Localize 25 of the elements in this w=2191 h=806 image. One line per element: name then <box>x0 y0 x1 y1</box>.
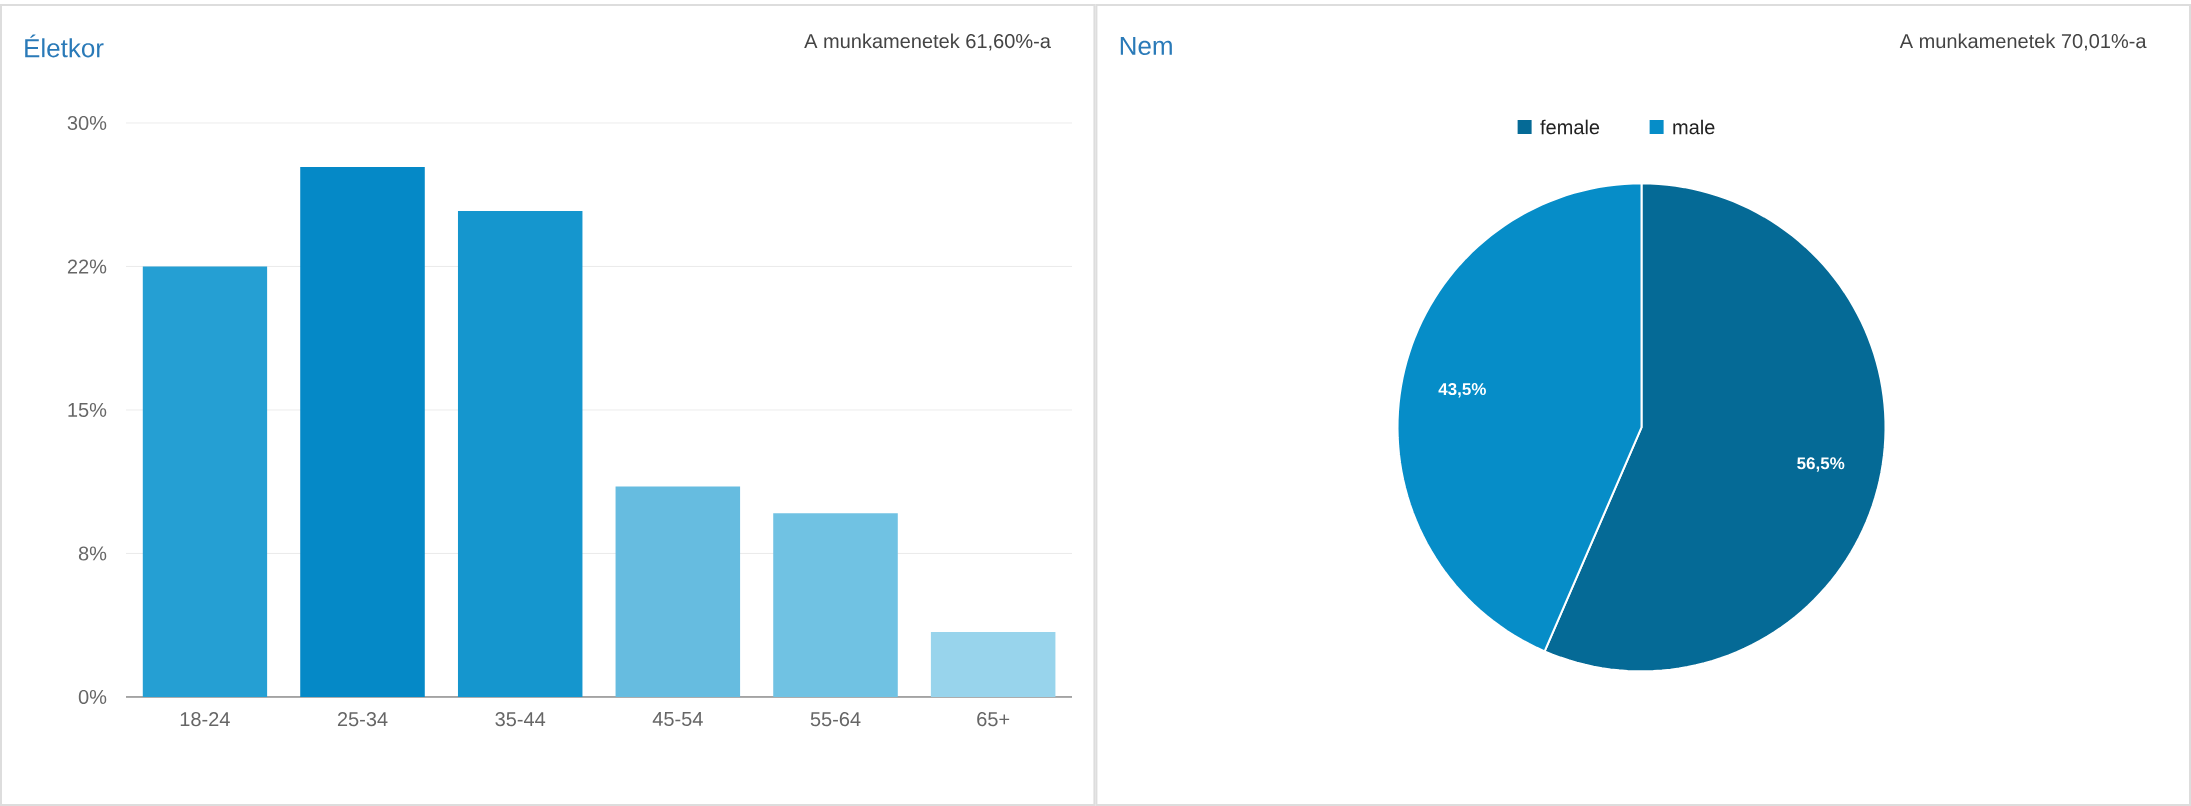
x-tick-label: 35-44 <box>495 712 546 727</box>
y-tick-label: 0% <box>78 689 107 705</box>
x-tick-label: 65+ <box>977 712 1010 727</box>
bar <box>457 211 583 697</box>
bar <box>300 166 425 697</box>
y-tick-label: 30% <box>67 115 107 131</box>
chart-subtitle: A munkamenetek 61,60%-a <box>804 33 1051 51</box>
text: A munkamenetek 70,01%-a <box>1899 33 2147 51</box>
legend-label: male <box>1673 119 1715 135</box>
bar <box>773 513 898 697</box>
x-tick-label: 25-34 <box>337 712 388 727</box>
bar <box>930 631 1056 697</box>
x-tick-label: 55-64 <box>810 712 861 727</box>
x-tick-label: 18-24 <box>180 712 230 727</box>
y-tick-label: 22% <box>67 259 107 274</box>
legend-label: female <box>1540 119 1600 135</box>
x-tick-label: 45-54 <box>652 712 703 726</box>
data-label: 43,5% <box>1438 383 1486 398</box>
bar <box>615 486 741 697</box>
y-tick-label: 8% <box>78 546 107 561</box>
y-tick-label: 15% <box>68 402 107 418</box>
data-label: 56,5% <box>1797 457 1845 472</box>
bar <box>142 266 268 697</box>
chart-title: Életkor <box>25 34 104 58</box>
text: Nem <box>1120 36 1172 56</box>
